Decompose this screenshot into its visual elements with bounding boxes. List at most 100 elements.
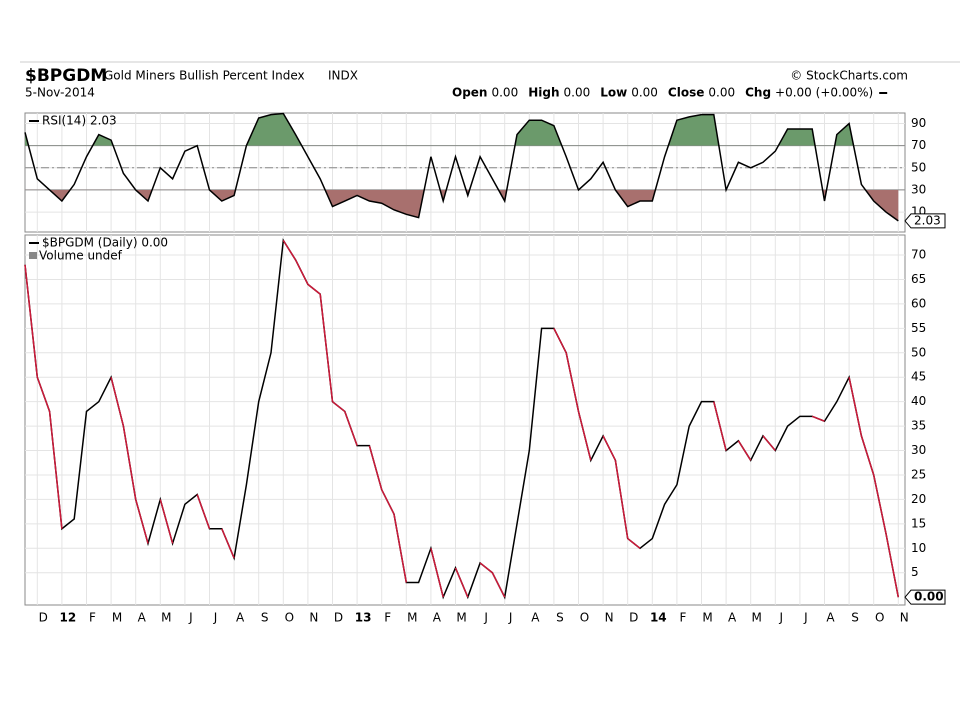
index-name: Gold Miners Bullish Percent Index xyxy=(104,69,305,83)
y-tick-label: 45 xyxy=(911,370,926,384)
x-tick-label: A xyxy=(531,611,540,625)
x-tick-label: A xyxy=(433,611,442,625)
y-tick-label: 70 xyxy=(911,138,926,152)
down-segment xyxy=(565,352,580,412)
exchange: INDX xyxy=(328,69,358,83)
date: 5-Nov-2014 xyxy=(25,86,95,100)
price-frame xyxy=(24,234,906,606)
quote-value: 0.00 xyxy=(564,86,591,100)
x-tick-label: A xyxy=(236,611,245,625)
legend-extra: Volume undef xyxy=(39,249,123,263)
x-tick-label: O xyxy=(875,611,884,625)
y-tick-label: 60 xyxy=(911,296,926,310)
x-tick-label: 14 xyxy=(650,611,667,625)
last-value-label: 2.03 xyxy=(914,213,941,227)
down-segment xyxy=(454,567,469,598)
y-tick-label: 40 xyxy=(911,394,926,408)
x-tick-label: J xyxy=(188,611,193,625)
x-tick-label: N xyxy=(309,611,318,625)
quote-label: Chg xyxy=(745,86,771,100)
y-tick-label: 10 xyxy=(911,541,926,555)
rsi-shade xyxy=(25,113,854,146)
rsi-frame xyxy=(24,112,906,233)
series-line xyxy=(24,112,899,222)
last-value-box xyxy=(904,589,946,605)
down-segment xyxy=(614,460,629,539)
down-segment xyxy=(110,377,125,427)
down-segment xyxy=(48,411,63,529)
x-tick-label: 12 xyxy=(60,611,77,625)
y-tick-label: 35 xyxy=(911,419,926,433)
down-segment xyxy=(491,572,506,598)
x-tick-label: J xyxy=(483,611,488,625)
x-tick-label: A xyxy=(728,611,737,625)
y-tick-label: 55 xyxy=(911,321,926,335)
down-segment xyxy=(860,435,875,476)
down-segment xyxy=(393,513,408,583)
x-tick-label: S xyxy=(261,611,269,625)
rsi-shade xyxy=(25,189,899,221)
y-tick-label: 90 xyxy=(911,116,926,130)
down-segment xyxy=(122,425,137,500)
x-tick-label: F xyxy=(679,611,686,625)
y-tick-label: 65 xyxy=(911,272,926,286)
down-segment xyxy=(811,415,825,422)
x-tick-label: N xyxy=(605,611,614,625)
down-segment xyxy=(344,411,358,446)
y-tick-label: 20 xyxy=(911,492,926,506)
y-tick-label: 30 xyxy=(911,182,926,196)
x-tick-label: F xyxy=(89,611,96,625)
y-tick-label: 5 xyxy=(911,565,919,579)
credit: © StockCharts.com xyxy=(790,69,908,83)
y-tick-label: 15 xyxy=(911,516,926,530)
quote-label: High xyxy=(528,86,559,100)
down-segment xyxy=(848,377,863,437)
down-segment xyxy=(221,528,235,559)
quote-label: Low xyxy=(600,86,627,100)
x-tick-label: J xyxy=(213,611,218,625)
quote-value: 0.00 xyxy=(491,86,518,100)
down-segment xyxy=(159,499,174,544)
down-segment xyxy=(737,440,752,461)
down-segment xyxy=(553,328,567,354)
quote-value: 0.00 xyxy=(708,86,735,100)
down-segment xyxy=(24,264,39,378)
down-segment xyxy=(872,474,887,534)
down-segment xyxy=(368,445,383,490)
x-tick-label: O xyxy=(285,611,294,625)
down-segment xyxy=(332,401,346,413)
x-tick-label: J xyxy=(508,611,513,625)
down-segment xyxy=(479,562,493,574)
down-segment xyxy=(282,239,297,261)
down-segment xyxy=(430,548,444,598)
down-segment xyxy=(602,435,617,461)
series-line xyxy=(24,238,900,600)
x-tick-label: A xyxy=(138,611,147,625)
down-segment xyxy=(381,489,395,515)
x-tick-label: M xyxy=(752,611,762,625)
y-tick-label: 70 xyxy=(911,248,926,262)
down-segment xyxy=(36,376,51,412)
y-tick-label: 50 xyxy=(911,345,926,359)
x-tick-label: M xyxy=(456,611,466,625)
last-value-box xyxy=(904,213,946,229)
legend-entry: $BPGDM (Daily) 0.00 xyxy=(42,236,168,250)
down-segment xyxy=(134,499,149,544)
x-tick-label: M xyxy=(702,611,712,625)
last-value-label: 0.00 xyxy=(914,590,944,604)
down-segment xyxy=(627,537,641,549)
x-tick-label: O xyxy=(580,611,589,625)
down-segment xyxy=(196,494,211,530)
x-tick-label: M xyxy=(161,611,171,625)
x-tick-label: N xyxy=(900,611,909,625)
x-tick-label: J xyxy=(803,611,808,625)
down-segment xyxy=(885,533,900,598)
x-tick-label: F xyxy=(384,611,391,625)
x-tick-label: A xyxy=(826,611,835,625)
legend-icon xyxy=(29,252,37,259)
quote-label: Open xyxy=(452,86,487,100)
x-tick-label: S xyxy=(556,611,564,625)
quote-value: +0.00 (+0.00%) xyxy=(775,86,873,100)
